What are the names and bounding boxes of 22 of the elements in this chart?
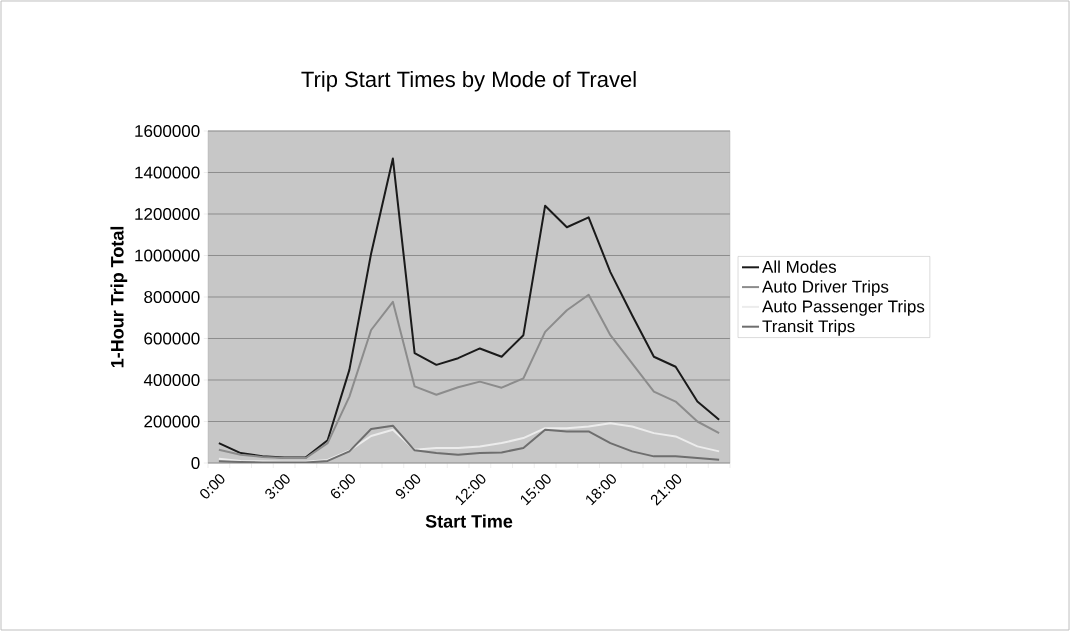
x-tick-label: 9:00 xyxy=(395,474,421,499)
legend-label: Auto Passenger Trips xyxy=(762,300,925,316)
x-tick-label: 3:00 xyxy=(265,474,290,499)
line-series xyxy=(217,157,721,459)
chart-title: Trip Start Times by Mode of Travel xyxy=(301,70,636,92)
y-tick-label: 1600000 xyxy=(135,124,200,138)
x-axis-title: Start Time xyxy=(425,514,513,528)
y-tick-label: 200000 xyxy=(144,415,200,428)
legend-label: Transit Trips xyxy=(762,319,855,336)
y-tick-label: 1000000 xyxy=(135,249,200,262)
y-tick-label: 1400000 xyxy=(135,166,200,179)
y-tick-label: 0 xyxy=(191,456,200,470)
y-tick-label: 600000 xyxy=(144,332,200,345)
y-axis-title: 1-Hour Trip Total xyxy=(110,226,128,368)
x-tick-label: 6:00 xyxy=(330,474,355,499)
x-tick-label: 0:00 xyxy=(200,474,225,499)
line-series xyxy=(217,293,721,460)
legend-label: Auto Driver Trips xyxy=(762,280,889,297)
y-tick-label: 800000 xyxy=(144,290,200,304)
legend-label: All Modes xyxy=(762,260,837,273)
y-tick-label: 1200000 xyxy=(135,207,200,221)
y-tick-label: 400000 xyxy=(143,373,200,387)
